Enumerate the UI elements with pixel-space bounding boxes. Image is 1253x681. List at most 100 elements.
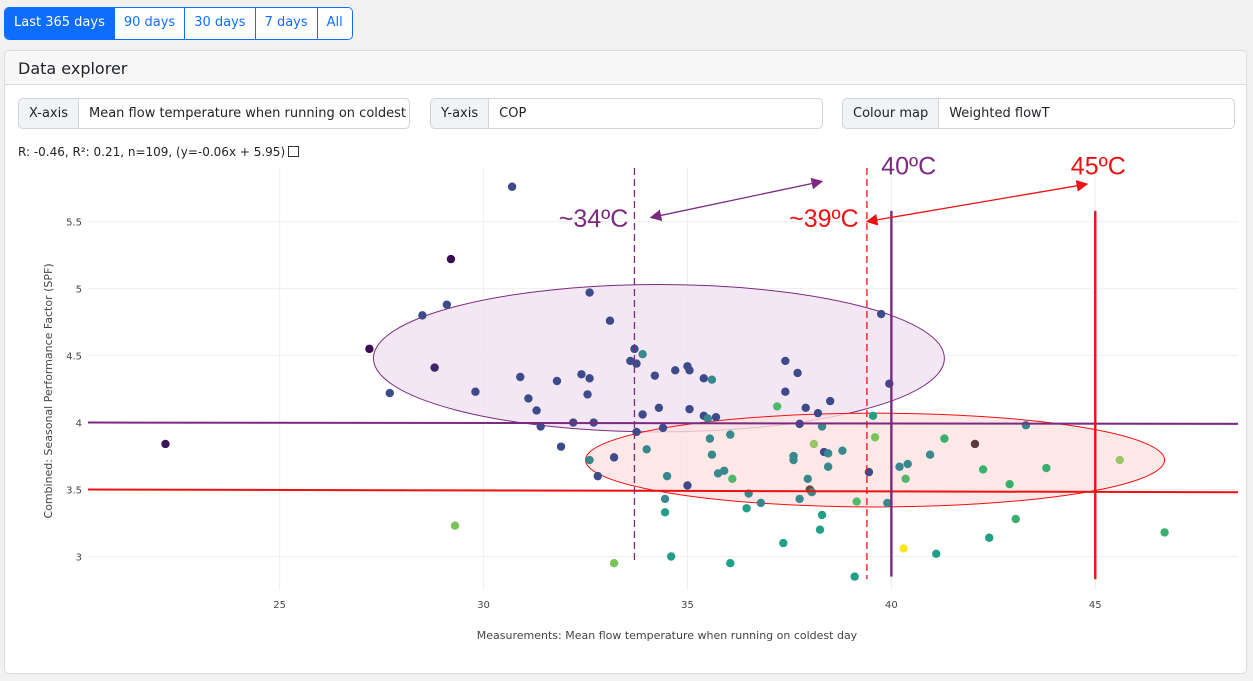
data-point	[852, 497, 861, 506]
range-button-7-days[interactable]: 7 days	[255, 8, 318, 39]
data-point	[789, 455, 798, 465]
x-tick-label: 30	[477, 600, 490, 611]
data-point	[883, 498, 892, 508]
x-tick-label: 35	[681, 600, 694, 611]
data-point	[1115, 455, 1124, 465]
y-axis-label: Y-axis	[431, 99, 490, 128]
annotation-ellipse-red	[585, 412, 1166, 508]
x-axis-select[interactable]: Mean flow temperature when running on co…	[89, 106, 410, 121]
data-point	[795, 494, 804, 504]
data-point	[638, 410, 647, 419]
colour-map-selector[interactable]: Colour map Weighted flowT	[842, 98, 1235, 129]
data-point	[825, 396, 835, 406]
y-tick-label: 5.5	[66, 218, 82, 229]
data-point	[654, 403, 664, 413]
data-point	[671, 366, 680, 375]
data-point	[1005, 479, 1014, 489]
x-axis-selector[interactable]: X-axis Mean flow temperature when runnin…	[18, 98, 410, 129]
data-point	[471, 387, 480, 396]
y-axis-title: Combined: Seasonal Performance Factor (S…	[42, 263, 55, 518]
data-point	[711, 412, 721, 422]
data-point	[552, 376, 562, 386]
data-point	[1011, 514, 1020, 524]
data-point	[817, 422, 827, 431]
data-point	[585, 374, 594, 383]
data-point	[556, 442, 566, 451]
data-point	[632, 359, 641, 368]
data-point	[817, 510, 827, 520]
data-point	[903, 459, 912, 469]
data-point	[642, 445, 651, 454]
data-point	[868, 411, 878, 421]
data-point	[850, 572, 859, 581]
data-point	[161, 439, 170, 449]
data-point	[703, 414, 713, 423]
data-point	[685, 404, 694, 414]
data-point	[365, 344, 374, 354]
data-point	[899, 544, 908, 553]
data-point	[536, 422, 545, 431]
data-point	[632, 427, 641, 437]
data-point	[430, 363, 439, 372]
data-point	[1021, 421, 1031, 430]
annotation-hline-purple	[87, 421, 1239, 425]
y-axis-select[interactable]: COP	[499, 106, 527, 121]
data-point	[658, 423, 668, 433]
annotation-arrow-purple	[649, 177, 824, 222]
data-point	[726, 559, 735, 568]
y-axis-selector[interactable]: Y-axis COP	[430, 98, 823, 129]
data-point	[870, 433, 880, 442]
colour-map-select[interactable]: Weighted flowT	[949, 106, 1050, 121]
annotation-label: 40ºC	[881, 153, 936, 181]
data-point	[577, 370, 586, 379]
x-tick-label: 45	[1089, 600, 1102, 611]
trendline-checkbox[interactable]	[288, 146, 300, 157]
data-point	[660, 494, 670, 504]
data-point	[1042, 463, 1051, 473]
data-point	[726, 430, 735, 439]
data-point	[638, 350, 647, 359]
data-point	[781, 356, 790, 366]
data-point	[823, 462, 833, 471]
data-point	[793, 368, 802, 378]
range-button-30-days[interactable]: 30 days	[185, 8, 256, 39]
data-point	[507, 182, 517, 191]
data-point	[707, 450, 717, 459]
annotation-label: ~39ºC	[789, 205, 859, 233]
data-point	[809, 439, 819, 449]
data-point	[985, 533, 994, 542]
date-range-selector: Last 365 days 90 days 30 days 7 days All	[4, 7, 353, 40]
data-point	[418, 311, 427, 320]
data-point	[801, 403, 810, 413]
data-point	[660, 508, 670, 517]
data-point	[685, 366, 694, 375]
range-button-last-365-days[interactable]: Last 365 days	[5, 8, 115, 39]
data-point	[772, 402, 782, 411]
data-point	[970, 439, 980, 449]
data-point	[803, 474, 812, 484]
data-point	[728, 474, 737, 484]
data-point	[442, 300, 452, 309]
data-point	[516, 372, 525, 382]
data-point	[450, 521, 460, 530]
data-point	[585, 288, 594, 297]
data-point	[876, 309, 886, 319]
annotation-label: 45ºC	[1071, 153, 1126, 181]
data-point	[705, 434, 715, 443]
data-point	[666, 552, 676, 561]
annotation-hline-red	[87, 488, 1239, 494]
range-button-all[interactable]: All	[317, 8, 352, 39]
regression-stats: R: -0.46, R²: 0.21, n=109, (y=-0.06x + 5…	[18, 145, 300, 159]
data-point	[385, 388, 394, 398]
data-point	[683, 481, 692, 490]
data-point	[593, 471, 602, 481]
colour-map-label: Colour map	[843, 99, 940, 128]
data-point	[940, 434, 949, 443]
annotation-arrow-red	[865, 180, 1089, 226]
y-tick-label: 4.5	[66, 352, 82, 363]
data-point	[864, 467, 874, 477]
data-point	[609, 559, 619, 568]
data-point	[650, 371, 660, 380]
range-button-90-days[interactable]: 90 days	[114, 8, 186, 39]
